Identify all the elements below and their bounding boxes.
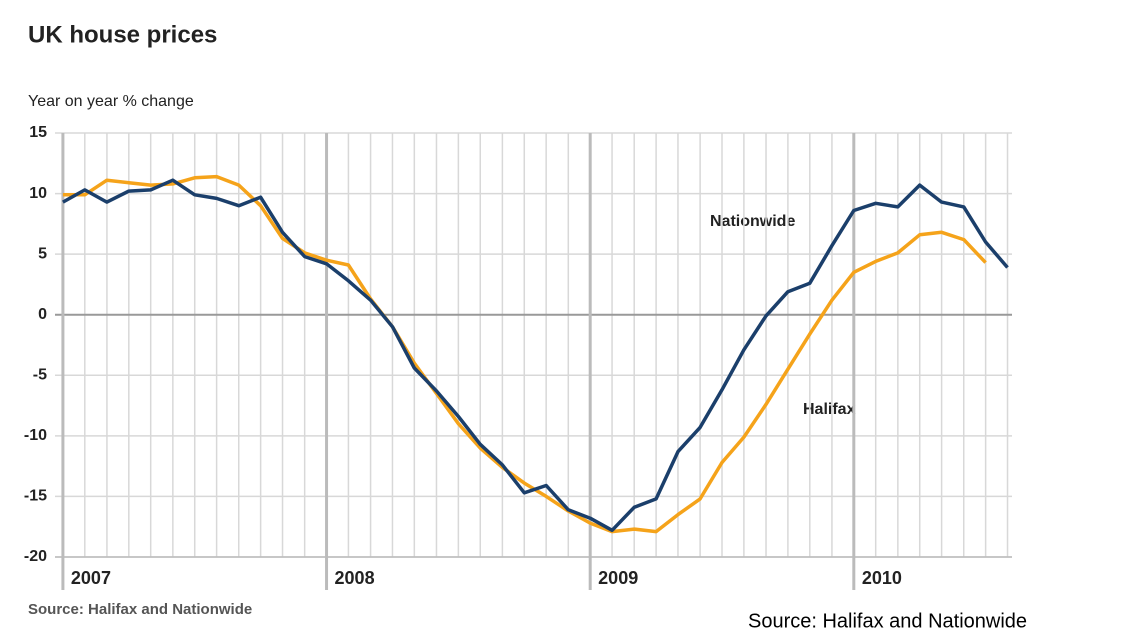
y-tick-label: -5	[33, 367, 47, 384]
chart-subtitle: Year on year % change	[28, 93, 194, 110]
annotation: Halifax	[803, 401, 856, 418]
y-tick-label: -10	[24, 427, 47, 444]
x-tick-label: 2010	[862, 568, 902, 588]
y-tick-label: 10	[29, 185, 47, 202]
caption: Source: Halifax and Nationwide	[748, 610, 1027, 630]
series-line	[62, 178, 1009, 533]
chart-title: UK house prices	[28, 21, 217, 48]
y-tick-label: -15	[24, 488, 47, 505]
source: Source: Halifax and Nationwide	[28, 601, 252, 618]
y-tick-label: 5	[38, 245, 47, 262]
y-tick-label: -20	[24, 548, 47, 565]
annotation: Nationwide	[710, 213, 795, 230]
y-tick-label: 0	[38, 306, 47, 323]
x-tick-label: 2009	[598, 568, 638, 588]
series-line	[62, 174, 987, 534]
x-tick-label: 2008	[335, 568, 375, 588]
x-tick-label: 2007	[71, 568, 111, 588]
y-tick-label: 15	[29, 124, 47, 141]
